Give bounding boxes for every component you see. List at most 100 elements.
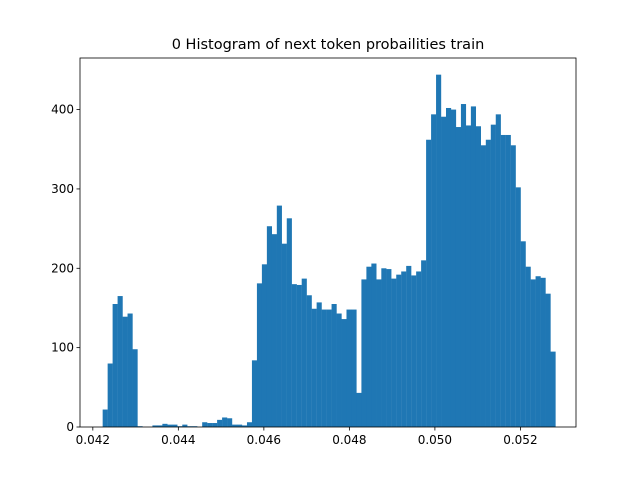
bars-layer: [102, 74, 556, 428]
histogram-bar: [490, 124, 496, 427]
histogram-bar: [446, 107, 452, 428]
histogram-bar: [311, 308, 317, 427]
axes-layer: [79, 57, 577, 428]
histogram-bar: [276, 205, 282, 427]
histogram-bar: [525, 266, 531, 427]
histogram-bar: [316, 302, 322, 427]
histogram-bar: [470, 106, 477, 427]
histogram-bar: [112, 304, 118, 427]
histogram-bar: [336, 313, 342, 427]
histogram-bar: [346, 309, 352, 427]
histogram-bar: [401, 271, 407, 427]
histogram-bar: [366, 266, 372, 427]
histogram-bar: [162, 423, 168, 427]
histogram-bar: [207, 423, 213, 427]
histogram-bar: [217, 419, 223, 427]
histogram-bar: [500, 134, 506, 427]
x-tick-label: 0.044: [161, 433, 195, 447]
histogram-bar: [455, 127, 462, 427]
y-tick-label: 200: [51, 261, 74, 275]
histogram-bar: [306, 295, 312, 427]
histogram-bar: [102, 409, 108, 427]
plot-frame: [79, 57, 577, 428]
histogram-bar: [117, 296, 123, 427]
histogram-bar: [341, 319, 347, 427]
histogram-bar: [286, 218, 292, 427]
x-tick-label: 0.050: [418, 433, 452, 447]
histogram-bar: [251, 360, 258, 427]
x-tick-label: 0.042: [76, 433, 110, 447]
histogram-bar: [465, 125, 472, 427]
histogram-bar: [152, 425, 158, 427]
x-tick-label: 0.052: [503, 433, 537, 447]
y-tick-label: 400: [51, 103, 74, 117]
histogram-bar: [505, 134, 511, 427]
histogram-bar: [426, 139, 432, 428]
histogram-bar: [281, 243, 287, 427]
histogram-bar: [361, 279, 367, 427]
histogram-bar: [550, 351, 556, 427]
histogram-bar: [261, 264, 268, 427]
histogram-bar: [475, 126, 481, 427]
y-tick-label: 0: [66, 420, 74, 434]
histogram-bar: [396, 274, 402, 427]
histogram-bar: [182, 424, 188, 427]
histogram-bar: [535, 276, 541, 427]
histogram-bar: [301, 278, 307, 427]
histogram-bar: [241, 425, 248, 427]
histogram-bar: [291, 284, 297, 427]
y-tick-label: 300: [51, 182, 74, 196]
histogram-bar: [431, 114, 437, 427]
histogram-bar: [232, 424, 238, 427]
histogram-bar: [406, 265, 412, 427]
chart-title: 0 Histogram of next token probailities t…: [172, 37, 485, 53]
histogram-bar: [122, 316, 128, 427]
histogram-bar: [376, 279, 382, 427]
histogram-bar: [331, 304, 337, 427]
histogram-bar: [237, 424, 243, 427]
histogram-bar: [436, 74, 442, 427]
histogram-bar: [391, 278, 397, 427]
histogram-bar: [371, 263, 377, 427]
histogram-bar: [540, 277, 546, 427]
histogram-bar: [450, 109, 457, 427]
histogram-bar: [212, 423, 218, 427]
histogram-bar: [321, 309, 327, 427]
histogram-bar: [296, 284, 302, 427]
ticks-layer: 0.042 0.044 0.046 0.048 0.050 0.052 0 100 200 300…: [51, 103, 537, 447]
histogram-bar: [202, 422, 208, 427]
histogram-bar: [157, 425, 163, 427]
histogram-bar: [167, 424, 173, 427]
histogram-bar: [485, 139, 491, 428]
histogram-bar: [246, 422, 253, 427]
y-tick-label: 100: [51, 341, 74, 355]
histogram-bar: [515, 187, 521, 427]
histogram-bar: [107, 363, 113, 427]
histogram-bar: [545, 293, 551, 427]
histogram-bar: [326, 309, 332, 427]
histogram-bar: [356, 392, 362, 427]
histogram-bar: [495, 114, 501, 427]
histogram-bar: [271, 234, 277, 427]
histogram-bar: [172, 424, 178, 427]
histogram-bar: [132, 349, 138, 427]
histogram-bar: [416, 271, 422, 427]
histogram-bar: [421, 260, 427, 427]
histogram-bar: [441, 116, 447, 427]
histogram-bar: [411, 275, 417, 427]
histogram-bar: [530, 279, 536, 427]
histogram-bar: [227, 418, 233, 427]
histogram-bar: [381, 268, 387, 427]
histogram-bar: [386, 269, 392, 427]
histogram-bar: [351, 309, 357, 427]
histogram-bar: [480, 145, 486, 428]
histogram-bar: [460, 104, 467, 427]
histogram-bar: [127, 313, 133, 427]
histogram-bar: [510, 145, 516, 428]
x-tick-label: 0.046: [247, 433, 281, 447]
histogram-bar: [520, 241, 526, 427]
histogram-bar: [222, 417, 228, 427]
histogram-bar: [256, 283, 263, 427]
